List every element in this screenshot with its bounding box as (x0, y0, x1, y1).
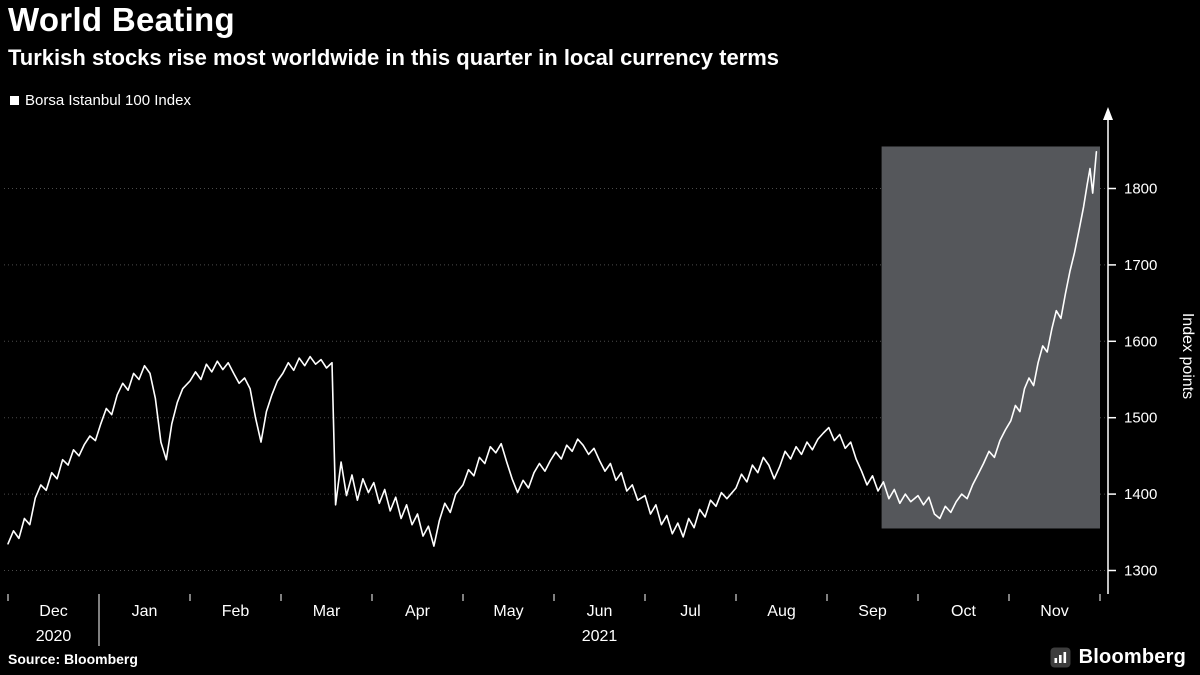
x-tick-label: Oct (951, 603, 976, 620)
bloomberg-logo: Bloomberg (1050, 646, 1186, 669)
y-axis-arrow-icon (1103, 107, 1113, 120)
legend: Borsa Istanbul 100 Index (10, 92, 191, 109)
x-tick-label: Sep (858, 603, 887, 620)
x-tick-label: May (493, 603, 523, 620)
x-tick-label: Nov (1040, 603, 1068, 620)
legend-square-marker-icon (10, 96, 19, 105)
y-tick-label: 1300 (1124, 563, 1157, 580)
index-line-series (7, 151, 1098, 547)
bloomberg-chart-icon (1050, 647, 1071, 668)
x-tick-label: Feb (222, 603, 250, 620)
year-label: 2020 (36, 628, 72, 645)
chart-subtitle: Turkish stocks rise most worldwide in th… (8, 45, 780, 70)
x-tick-label: Jul (680, 603, 700, 620)
bloomberg-wordmark: Bloomberg (1078, 646, 1186, 668)
y-tick-label: 1400 (1124, 486, 1157, 503)
y-tick-label: 1800 (1124, 181, 1157, 198)
y-axis-title: Index points (1179, 313, 1196, 399)
quarter-highlight-region (881, 146, 1100, 529)
source-credit: Source: Bloomberg (8, 651, 138, 667)
x-tick-label: Jun (587, 603, 613, 620)
x-tick-label: Aug (767, 603, 795, 620)
x-tick-label: Dec (39, 603, 67, 620)
x-tick-label: Apr (405, 603, 431, 620)
chart-title: World Beating (8, 1, 235, 38)
x-tick-label: Jan (132, 603, 158, 620)
x-tick-label: Mar (313, 603, 341, 620)
y-tick-label: 1700 (1124, 257, 1157, 274)
y-tick-label: 1500 (1124, 410, 1157, 427)
y-tick-label: 1600 (1124, 333, 1157, 350)
year-label: 2021 (582, 628, 618, 645)
legend-label: Borsa Istanbul 100 Index (25, 92, 191, 109)
